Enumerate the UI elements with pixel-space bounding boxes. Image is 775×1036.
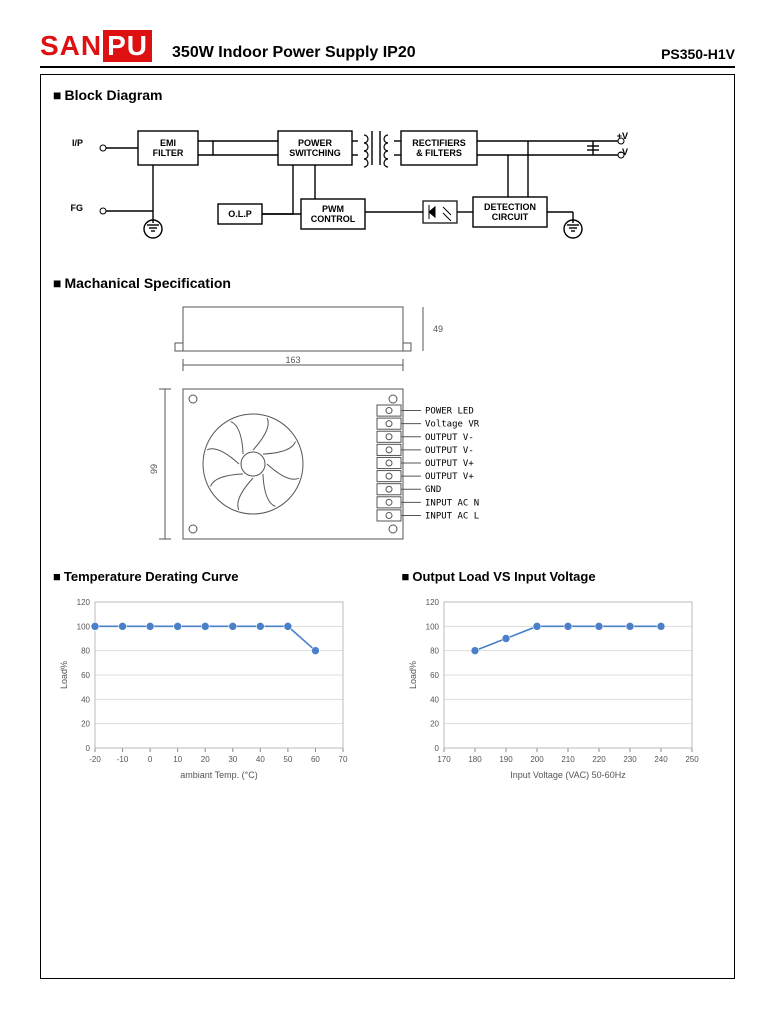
svg-text:20: 20: [81, 720, 90, 729]
svg-text:INPUT AC L: INPUT AC L: [425, 511, 479, 521]
page: SANPU 350W Indoor Power Supply IP20 PS35…: [0, 0, 775, 1036]
svg-text:& FILTERS: & FILTERS: [416, 148, 462, 158]
svg-text:250: 250: [685, 755, 699, 764]
svg-text:Voltage VR: Voltage VR: [425, 420, 480, 430]
svg-text:POWER: POWER: [298, 138, 333, 148]
section-derating: Temperature Derating Curve: [53, 569, 374, 584]
svg-text:60: 60: [430, 671, 439, 680]
svg-text:DETECTION: DETECTION: [484, 202, 536, 212]
svg-text:Load%: Load%: [408, 661, 418, 689]
svg-text:SWITCHING: SWITCHING: [289, 148, 341, 158]
svg-text:120: 120: [77, 598, 91, 607]
svg-text:RECTIFIERS: RECTIFIERS: [412, 138, 466, 148]
svg-text:INPUT AC N: INPUT AC N: [425, 498, 479, 508]
block-diagram: I/P EMIFILTER FG O.L.P POWERSWITCHING PWMCONT…: [53, 111, 722, 271]
page-title: 350W Indoor Power Supply IP20: [172, 44, 416, 62]
svg-text:10: 10: [173, 755, 182, 764]
svg-text:70: 70: [339, 755, 348, 764]
load-vs-input-chart: 0 20 40 60 80 100 120 170 180 190 200 210 220 230 240 2…: [402, 592, 702, 782]
svg-text:Input Voltage (VAC) 50-60Hz: Input Voltage (VAC) 50-60Hz: [510, 770, 626, 780]
svg-text:GND: GND: [425, 485, 441, 495]
svg-text:220: 220: [592, 755, 606, 764]
svg-text:CONTROL: CONTROL: [311, 214, 356, 224]
svg-text:0: 0: [434, 744, 439, 753]
svg-text:FILTER: FILTER: [153, 148, 184, 158]
svg-text:30: 30: [228, 755, 237, 764]
svg-text:80: 80: [81, 647, 90, 656]
svg-text:40: 40: [256, 755, 265, 764]
svg-text:180: 180: [468, 755, 482, 764]
svg-text:OUTPUT V+: OUTPUT V+: [425, 459, 474, 469]
logo: SANPU: [40, 30, 152, 62]
svg-text:100: 100: [425, 622, 439, 631]
section-block-diagram: Block Diagram: [53, 87, 722, 103]
svg-text:0: 0: [148, 755, 153, 764]
svg-text:PWM: PWM: [322, 204, 344, 214]
svg-text:EMI: EMI: [160, 138, 176, 148]
svg-text:OUTPUT V-: OUTPUT V-: [425, 433, 474, 443]
svg-text:120: 120: [425, 598, 439, 607]
svg-text:200: 200: [530, 755, 544, 764]
svg-text:40: 40: [81, 695, 90, 704]
svg-text:80: 80: [430, 647, 439, 656]
svg-text:40: 40: [430, 695, 439, 704]
svg-text:OUTPUT V-: OUTPUT V-: [425, 446, 474, 456]
mechanical-svg: 163 49 POWER LED Voltage VR OUTPUT V- OUTPUT …: [53, 299, 553, 559]
model-number: PS350-H1V: [661, 46, 735, 62]
svg-text:20: 20: [430, 720, 439, 729]
svg-text:100: 100: [77, 622, 91, 631]
svg-text:190: 190: [499, 755, 513, 764]
svg-text:Load%: Load%: [59, 661, 69, 689]
svg-text:ambiant Temp. (°C): ambiant Temp. (°C): [180, 770, 257, 780]
svg-text:60: 60: [311, 755, 320, 764]
svg-text:240: 240: [654, 755, 668, 764]
svg-text:60: 60: [81, 671, 90, 680]
logo-pu: PU: [103, 30, 152, 62]
svg-text:163: 163: [285, 355, 300, 365]
svg-text:POWER LED: POWER LED: [425, 407, 474, 417]
svg-text:+V: +V: [617, 131, 628, 141]
section-load-input: Output Load VS Input Voltage: [402, 569, 723, 584]
svg-text:210: 210: [561, 755, 575, 764]
svg-text:0: 0: [86, 744, 91, 753]
svg-text:99: 99: [149, 464, 159, 474]
svg-text:CIRCUIT: CIRCUIT: [492, 212, 529, 222]
svg-text:170: 170: [437, 755, 451, 764]
logo-san: SAN: [40, 30, 102, 62]
mechanical-drawing: 163 49 POWER LED Voltage VR OUTPUT V- OUTPUT …: [53, 299, 722, 559]
svg-text:O.L.P: O.L.P: [228, 209, 252, 219]
svg-text:49: 49: [433, 324, 443, 334]
derating-chart: 0 20 40 60 80 100 120 -20 -10 0 10 20 30 40 50 60 70 ambi…: [53, 592, 353, 782]
svg-text:20: 20: [201, 755, 210, 764]
svg-text:230: 230: [623, 755, 637, 764]
header: SANPU 350W Indoor Power Supply IP20 PS35…: [40, 30, 735, 68]
svg-text:-10: -10: [117, 755, 129, 764]
svg-text:-V: -V: [619, 147, 628, 157]
block-diagram-svg: I/P EMIFILTER FG O.L.P POWERSWITCHING PWMCONT…: [53, 111, 663, 261]
content-sheet: Block Diagram I/P EMIFILTER FG O.L.P POWERSW…: [40, 74, 735, 979]
svg-text:FG: FG: [71, 203, 84, 213]
svg-text:50: 50: [283, 755, 292, 764]
svg-text:-20: -20: [89, 755, 101, 764]
section-mechanical: Machanical Specification: [53, 275, 722, 291]
svg-text:I/P: I/P: [72, 138, 83, 148]
svg-text:OUTPUT V+: OUTPUT V+: [425, 472, 474, 482]
